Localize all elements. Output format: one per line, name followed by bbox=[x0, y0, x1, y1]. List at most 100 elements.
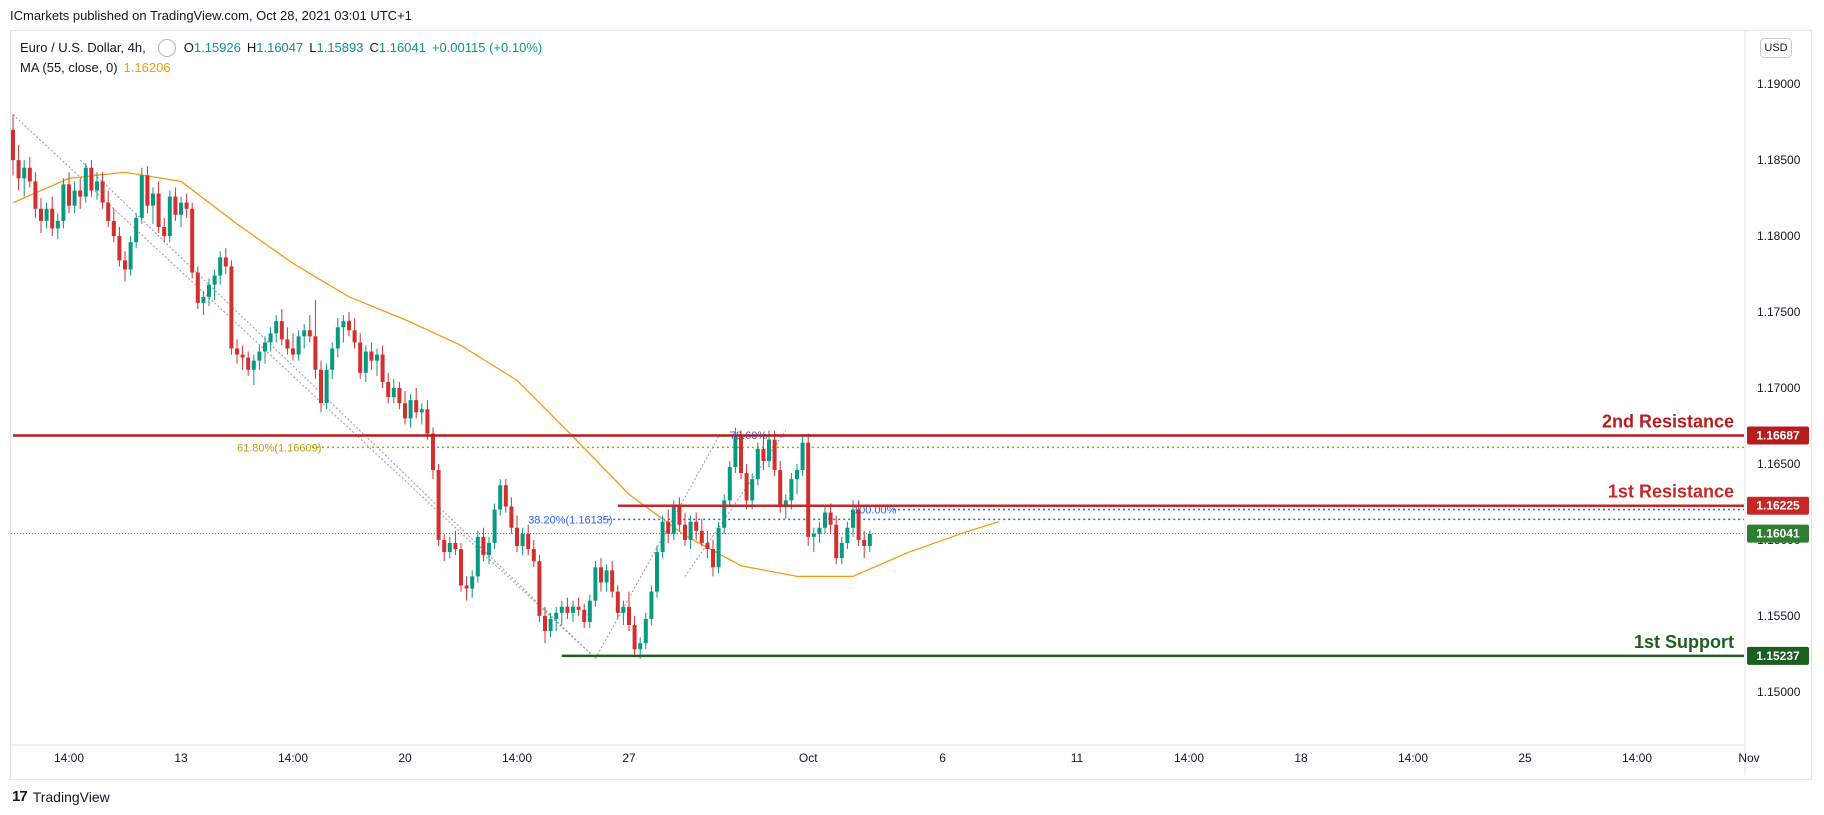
candle-body bbox=[251, 360, 256, 370]
level-price-tag-text: 1.15237 bbox=[1756, 649, 1800, 663]
level-price-tag bbox=[1747, 646, 1809, 665]
candle-body bbox=[548, 618, 553, 632]
candle-body bbox=[184, 202, 189, 209]
candle-body bbox=[677, 506, 682, 525]
currency-button[interactable]: USD bbox=[1760, 38, 1792, 58]
candle-body bbox=[72, 190, 77, 206]
candle-body bbox=[632, 624, 637, 650]
legend-ma-label[interactable]: MA (55, close, 0) bbox=[20, 60, 118, 75]
level-label: 2nd Resistance bbox=[1602, 412, 1734, 432]
candle-body bbox=[352, 330, 357, 343]
candle-body bbox=[733, 436, 738, 467]
trendline bbox=[79, 159, 596, 659]
candle-body bbox=[431, 433, 435, 471]
price-tick-label: 1.18000 bbox=[1757, 229, 1801, 243]
candle-body bbox=[95, 181, 99, 191]
visibility-eye-icon[interactable] bbox=[157, 39, 176, 57]
candle-body bbox=[22, 167, 27, 179]
time-tick-label: 11 bbox=[1071, 751, 1084, 765]
candle-body bbox=[688, 521, 693, 540]
candle-body bbox=[111, 220, 116, 237]
candle-body bbox=[195, 272, 200, 303]
price-tick-label: 1.16500 bbox=[1757, 457, 1801, 471]
candle-body bbox=[190, 208, 195, 273]
candle-body bbox=[537, 561, 542, 616]
candle-body bbox=[828, 512, 833, 525]
level-label: 1st Support bbox=[1634, 632, 1734, 652]
time-tick-label: 18 bbox=[1294, 751, 1308, 765]
candle-body bbox=[498, 485, 503, 510]
legend-high: 1.16047 bbox=[256, 40, 304, 55]
candle-body bbox=[492, 509, 497, 543]
legend-ma-value: 1.16206 bbox=[123, 60, 171, 75]
candle-body bbox=[655, 552, 659, 592]
candle-body bbox=[744, 473, 749, 501]
chart-frame bbox=[10, 30, 1812, 780]
candle-body bbox=[83, 167, 88, 197]
candle-body bbox=[862, 539, 867, 546]
candle-body bbox=[414, 400, 419, 413]
candle-body bbox=[610, 570, 615, 592]
candle-body bbox=[16, 160, 21, 179]
legend-close-label: C bbox=[369, 40, 379, 55]
candle-body bbox=[61, 184, 66, 221]
candle-body bbox=[341, 321, 346, 328]
candle-body bbox=[520, 533, 525, 546]
level-label: 1st Resistance bbox=[1608, 482, 1734, 502]
time-tick-label: 14:00 bbox=[1174, 751, 1204, 765]
legend-symbol[interactable]: Euro / U.S. Dollar, 4h, bbox=[20, 40, 146, 55]
time-tick-label: 20 bbox=[398, 751, 412, 765]
candle-body bbox=[201, 296, 206, 303]
candle-body bbox=[543, 615, 547, 632]
time-tick-label: 6 bbox=[939, 751, 946, 765]
candle-body bbox=[145, 175, 150, 206]
footer-brand[interactable]: TradingView bbox=[32, 788, 110, 805]
candle-body bbox=[789, 479, 794, 501]
candle-body bbox=[128, 242, 133, 270]
candle-body bbox=[705, 542, 710, 550]
candle-body bbox=[834, 524, 839, 559]
fib-level-label: 38.20%(1.16135) bbox=[528, 514, 612, 526]
candle-body bbox=[50, 208, 55, 229]
candle-body bbox=[419, 409, 424, 413]
candle-body bbox=[638, 643, 643, 650]
publisher-line: ICmarkets published on TradingView.com, … bbox=[10, 8, 412, 23]
candle-body bbox=[403, 403, 407, 419]
candle-body bbox=[319, 369, 323, 404]
candle-body bbox=[279, 321, 284, 340]
price-tick-label: 1.18500 bbox=[1757, 153, 1801, 167]
candle-body bbox=[464, 585, 469, 589]
candle-body bbox=[845, 527, 850, 543]
candle-body bbox=[604, 570, 609, 583]
candle-body bbox=[386, 381, 391, 398]
candle-body bbox=[716, 527, 721, 568]
candle-body bbox=[783, 500, 788, 507]
candle-body bbox=[722, 500, 727, 528]
tradingview-logo-icon[interactable]: 17 bbox=[12, 788, 28, 805]
candle-body bbox=[369, 351, 374, 361]
candle-body bbox=[599, 567, 603, 583]
candle-body bbox=[291, 348, 295, 355]
legend-ma-row: MA (55, close, 0) 1.16206 bbox=[20, 58, 542, 78]
candle-body bbox=[375, 354, 379, 361]
time-tick-label: 14:00 bbox=[54, 751, 84, 765]
candle-body bbox=[313, 336, 318, 370]
candle-body bbox=[235, 348, 239, 355]
candle-body bbox=[487, 542, 491, 556]
candle-body bbox=[576, 606, 581, 610]
candle-body bbox=[587, 600, 592, 622]
candle-body bbox=[218, 257, 223, 276]
candle-body bbox=[649, 591, 654, 619]
candle-body bbox=[811, 533, 816, 537]
candle-body bbox=[750, 479, 755, 501]
candle-body bbox=[694, 521, 699, 531]
candle-body bbox=[263, 342, 267, 352]
candle-body bbox=[391, 388, 396, 398]
candle-body bbox=[363, 351, 368, 373]
candle-body bbox=[240, 354, 245, 358]
level-price-tag-text: 1.16687 bbox=[1756, 429, 1800, 443]
candle-body bbox=[39, 208, 43, 221]
candle-body bbox=[106, 202, 111, 221]
candle-body bbox=[839, 542, 844, 559]
